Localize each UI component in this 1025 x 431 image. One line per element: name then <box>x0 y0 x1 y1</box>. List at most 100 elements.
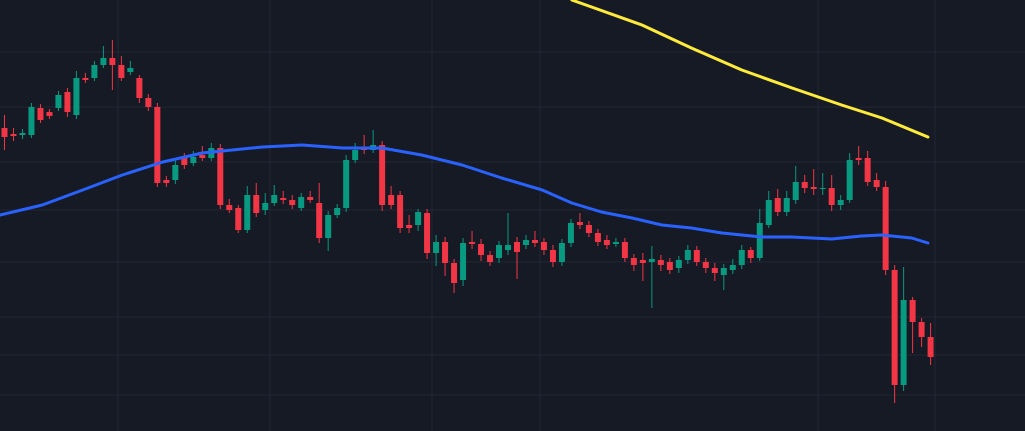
candle-body <box>442 242 449 263</box>
candle-body <box>891 270 898 385</box>
candle-body <box>100 58 107 65</box>
candle-body <box>379 145 386 205</box>
candle-body <box>774 198 781 212</box>
candle-body <box>136 78 143 98</box>
candle-body <box>73 78 80 115</box>
candle-body <box>729 265 736 270</box>
candle-body <box>1 128 8 137</box>
candle-body <box>460 243 467 280</box>
candle-body <box>765 200 772 225</box>
candle-body <box>415 212 422 225</box>
candle-body <box>217 148 224 205</box>
candle-body <box>522 240 529 245</box>
candle-body <box>855 158 862 160</box>
candle-body <box>576 222 583 225</box>
candle-body <box>810 187 817 189</box>
candle-body <box>424 213 431 253</box>
candle-body <box>172 165 179 180</box>
candle-body <box>154 107 161 183</box>
candle-body <box>433 242 440 253</box>
candle-body <box>621 242 628 258</box>
candle-body <box>406 225 413 228</box>
candle-body <box>28 107 35 135</box>
candle-body <box>91 65 98 78</box>
candle-body <box>163 180 170 183</box>
candle-body <box>819 188 826 189</box>
candle-body <box>343 160 350 208</box>
candle-body <box>505 245 512 250</box>
candle-body <box>666 262 673 270</box>
candle-body <box>55 95 62 108</box>
candle-body <box>127 68 134 72</box>
candle-body <box>747 250 754 258</box>
candle-body <box>711 268 718 273</box>
candle-body <box>181 157 188 165</box>
candle-body <box>558 243 565 262</box>
candle-body <box>783 198 790 212</box>
candle-body <box>567 223 574 243</box>
candle-body <box>82 78 89 80</box>
candle-body <box>235 208 242 230</box>
candle-body <box>298 197 305 208</box>
candle-body <box>199 155 206 158</box>
candle-body <box>109 58 116 65</box>
candle-body <box>478 244 485 255</box>
candle-body <box>864 158 871 182</box>
candle-body <box>801 182 808 188</box>
candle-body <box>540 242 547 250</box>
candle-body <box>693 250 700 262</box>
candle-body <box>19 133 26 135</box>
candle-body <box>10 134 17 136</box>
candle-body <box>226 205 233 210</box>
candle-body <box>900 300 907 385</box>
candle-body <box>253 195 260 213</box>
moving-average-line <box>0 143 930 245</box>
candle-body <box>37 108 44 120</box>
candle-body <box>397 195 404 228</box>
candle-body <box>325 215 332 238</box>
candle-body <box>334 208 341 215</box>
candle-body <box>352 150 359 160</box>
candle-body <box>549 250 556 262</box>
candle-body <box>190 157 197 163</box>
candle-body <box>909 300 916 322</box>
candle-body <box>594 233 601 242</box>
candle-body <box>307 197 314 200</box>
candle-body <box>145 98 152 107</box>
candle-body <box>756 223 763 258</box>
candle-body <box>720 268 727 275</box>
candle-body <box>289 200 296 205</box>
candle-body <box>846 160 853 200</box>
candle-body <box>531 240 538 243</box>
candle-body <box>684 250 691 260</box>
candle-body <box>738 250 745 265</box>
candle-body <box>675 260 682 268</box>
candle-body <box>271 195 278 203</box>
candle-body <box>262 203 269 210</box>
candle-body <box>487 255 494 262</box>
candle-body <box>451 263 458 283</box>
candle-body <box>46 112 53 116</box>
candle-body <box>603 240 610 245</box>
candle-body <box>873 180 880 187</box>
candle-body <box>316 203 323 238</box>
candle-body <box>585 225 592 233</box>
candle-body <box>648 259 655 262</box>
candle-body <box>837 200 844 205</box>
candle-body <box>388 195 395 205</box>
candle-body <box>513 242 520 252</box>
candle-body <box>828 188 835 205</box>
candle-body <box>118 65 125 78</box>
candle-body <box>469 242 476 244</box>
candle-body <box>918 322 925 337</box>
candle-body <box>280 198 287 200</box>
moving-average-line <box>570 0 930 139</box>
candle-body <box>64 92 71 112</box>
candle-body <box>792 182 799 200</box>
candle-body <box>612 242 619 244</box>
candle-body <box>244 195 251 230</box>
candle-body <box>657 260 664 265</box>
